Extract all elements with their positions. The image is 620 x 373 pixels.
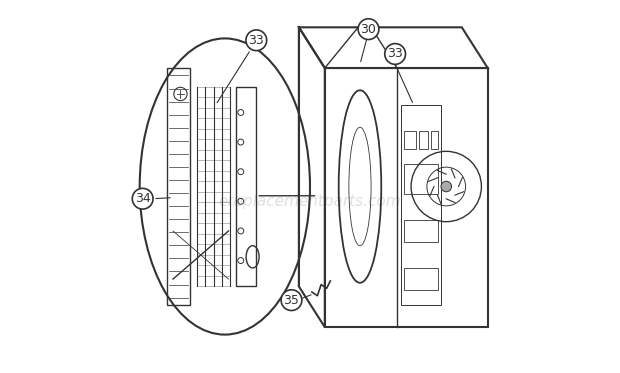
Text: 33: 33 (249, 34, 264, 47)
Text: 33: 33 (388, 47, 403, 60)
Bar (167, 68, 190, 305)
Circle shape (246, 30, 267, 51)
Bar (401, 105, 441, 305)
Bar (404, 164, 438, 194)
Circle shape (132, 188, 153, 209)
Text: ereplacementparts.com: ereplacementparts.com (219, 194, 401, 209)
Bar (432, 131, 438, 150)
Circle shape (441, 181, 451, 192)
Text: 35: 35 (283, 294, 299, 307)
Bar (236, 87, 256, 286)
Circle shape (358, 19, 379, 40)
Bar (404, 268, 438, 290)
Bar (404, 220, 438, 242)
Text: 34: 34 (135, 192, 151, 205)
Circle shape (385, 44, 405, 64)
Bar (419, 131, 428, 150)
Bar (404, 131, 415, 150)
Circle shape (281, 290, 302, 311)
Text: 30: 30 (361, 23, 376, 36)
